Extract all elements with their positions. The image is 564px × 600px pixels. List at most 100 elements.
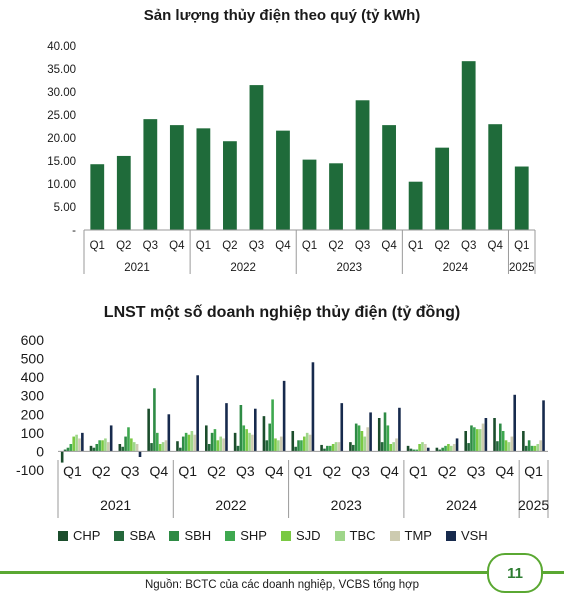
legend-item-tbc: TBC [334, 528, 376, 543]
chart2-title: LNST một số doanh nghiệp thủy điện (tỷ đ… [103, 304, 461, 321]
x-tick-label: Q2 [438, 463, 457, 479]
bar-vsh [455, 438, 459, 452]
y-tick-label: 600 [21, 332, 45, 348]
bar-tmp [481, 423, 485, 452]
chart-quarterly-hydro-output: - 5.00 10.00 15.00 20.00 25.00 30.00 35.00 40.00… [47, 41, 536, 274]
bar-tbc [536, 444, 540, 452]
bar-sjd [331, 444, 335, 452]
bar-sjd [447, 444, 450, 452]
legend-swatch [169, 530, 180, 541]
legend-label: VSH [460, 528, 488, 543]
bar-tbc [248, 432, 251, 452]
x-tick-label: Q1 [524, 463, 543, 479]
bar-sba [236, 445, 240, 452]
bar [355, 100, 370, 230]
x-tick-label: Q4 [488, 240, 504, 252]
x-tick-label: Q1 [178, 463, 197, 479]
y-tick-label: 200 [21, 406, 45, 422]
x-tick-label: Q4 [150, 463, 169, 479]
bar-tmp [308, 434, 312, 452]
bar [276, 130, 290, 230]
year-label: 2025 [509, 262, 535, 274]
year-label: 2022 [230, 262, 256, 274]
bar-chp [176, 441, 179, 452]
bar [143, 119, 158, 230]
x-tick-label: Q3 [467, 463, 486, 479]
bar [461, 61, 476, 231]
bar-tmp [337, 442, 341, 452]
x-tick-label: Q2 [116, 240, 131, 252]
x-tick-label: Q3 [355, 240, 370, 252]
year-label: 2022 [215, 497, 246, 513]
bar-sbh [412, 449, 416, 452]
bar-sba [323, 448, 326, 452]
bar-vsh [81, 432, 84, 452]
y-tick-label: 40.00 [47, 41, 76, 53]
bar-chp [89, 445, 93, 452]
bar-sba [150, 443, 153, 452]
year-label: 2023 [336, 262, 362, 274]
bar-sjd [533, 445, 537, 452]
bar [514, 166, 529, 230]
bar [302, 159, 317, 230]
x-tick-label: Q1 [514, 240, 529, 252]
bar-vsh [340, 403, 344, 452]
bar [116, 155, 131, 230]
bar-tbc [104, 438, 107, 452]
bar-tbc [363, 436, 367, 452]
bar-tmp [222, 438, 225, 452]
bar [223, 141, 237, 230]
legend-label: SHP [240, 528, 267, 543]
bar-tbc [132, 442, 136, 452]
x-tick-label: Q4 [495, 463, 514, 479]
bar-sba [92, 447, 96, 452]
bar [169, 125, 184, 230]
bar-sba [409, 448, 413, 452]
y-tick-label: 400 [21, 369, 45, 385]
bar-shp [473, 427, 476, 452]
bar-shp [98, 440, 101, 452]
bar-sbh [181, 436, 185, 452]
legend-item-chp: CHP [58, 528, 100, 543]
bar-sbh [470, 425, 473, 452]
bar-sbh [354, 423, 358, 452]
bar-shp [213, 429, 217, 452]
bar-sbh [153, 388, 156, 452]
y-tick-label: 0 [36, 443, 44, 459]
year-label: 2024 [446, 497, 477, 513]
bar-tmp [366, 427, 370, 452]
y-tick-label: 300 [21, 388, 45, 404]
bar-shp [184, 432, 188, 452]
legend-item-shp: SHP [225, 528, 267, 543]
year-label: 2021 [100, 497, 131, 513]
bar-tbc [392, 442, 395, 452]
bar-chp [464, 431, 468, 452]
legend-swatch [225, 530, 236, 541]
x-tick-label: Q3 [461, 240, 476, 252]
bar-chp [349, 442, 352, 452]
x-tick-label: Q1 [408, 240, 423, 252]
x-tick-label: Q2 [207, 463, 226, 479]
legend-swatch [334, 530, 345, 541]
bar-chp [118, 444, 122, 452]
bar-sjd [274, 438, 277, 452]
bar-tmp [452, 444, 456, 452]
bar-sba [496, 441, 499, 452]
y-tick-label: -100 [16, 462, 44, 478]
bar-sba [265, 440, 269, 452]
bar-vsh [109, 425, 113, 452]
bar-chp [205, 425, 208, 452]
bar-sjd [158, 444, 162, 452]
y-tick-label: 25.00 [47, 110, 76, 122]
bar-tmp [395, 438, 398, 452]
footer-source: Nguồn: BCTC của các doanh nghiệp, VCBS t… [144, 579, 420, 591]
legend-item-sba: SBA [114, 528, 155, 543]
bar-vsh [196, 375, 199, 452]
bar-sba [380, 442, 384, 452]
bar [408, 181, 423, 230]
bar-sbh [326, 445, 329, 452]
bar-sjd [187, 434, 191, 452]
x-tick-label: Q3 [351, 463, 370, 479]
bar-sba [179, 447, 182, 452]
bar-tmp [510, 436, 514, 452]
